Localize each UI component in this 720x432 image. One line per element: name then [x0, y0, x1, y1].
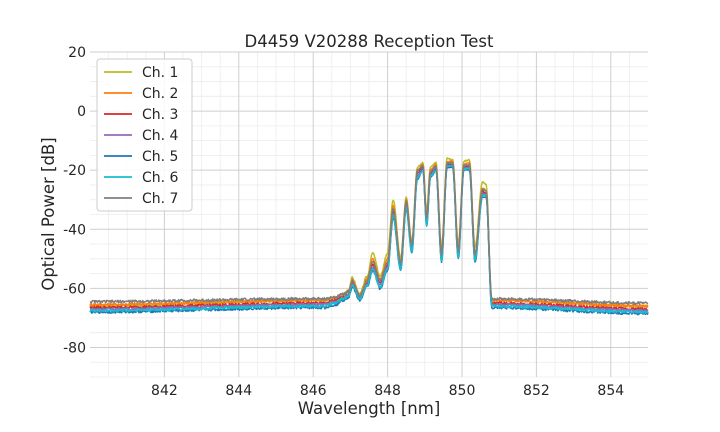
y-tick-label: -40	[63, 222, 86, 238]
x-tick-label: 852	[523, 383, 550, 399]
legend-label-1: Ch. 1	[142, 65, 178, 81]
y-tick-label: 20	[68, 45, 86, 61]
legend-frame	[96, 58, 193, 212]
y-tick-label: -80	[63, 340, 86, 356]
x-tick-label: 854	[597, 383, 624, 399]
series-line-7	[89, 161, 649, 306]
x-tick-label: 846	[300, 383, 327, 399]
legend-label-5: Ch. 5	[142, 149, 178, 165]
x-tick-labels: 842 844 846 848 850 852 854	[151, 383, 624, 399]
chart-title: D4459 V20288 Reception Test	[245, 32, 494, 51]
x-tick-label: 842	[151, 383, 178, 399]
x-tick-label: 844	[225, 383, 252, 399]
legend-label-7: Ch. 7	[142, 191, 178, 207]
x-tick-label: 850	[449, 383, 476, 399]
legend-label-4: Ch. 4	[142, 128, 179, 144]
x-axis-title: Wavelength [nm]	[298, 399, 441, 418]
legend-label-2: Ch. 2	[142, 86, 178, 102]
legend-label-3: Ch. 3	[142, 107, 178, 123]
series-line-6	[89, 164, 649, 315]
y-axis-title: Optical Power [dB]	[39, 137, 58, 290]
y-tick-label: -60	[63, 281, 86, 297]
y-tick-labels: -80 -60 -40 -20 0 20	[63, 45, 86, 356]
y-tick-label: -20	[63, 163, 86, 179]
legend: Ch. 1 Ch. 2 Ch. 3 Ch. 4 Ch. 5 Ch. 6 Ch. 7	[96, 58, 193, 212]
x-tick-label: 848	[374, 383, 401, 399]
series-lines	[89, 157, 649, 316]
y-tick-label: 0	[77, 104, 86, 120]
legend-label-6: Ch. 6	[142, 170, 179, 186]
